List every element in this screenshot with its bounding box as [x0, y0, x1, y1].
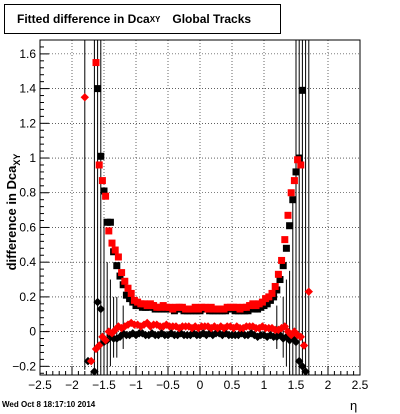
series-0-point: [94, 85, 102, 93]
y-tick-label: 1: [29, 151, 36, 165]
series-3-point: [203, 322, 213, 331]
series-1-point: [108, 239, 116, 247]
series-1-point: [274, 270, 282, 278]
y-tick-label: 0.8: [19, 186, 36, 200]
x-tick-label: −1.5: [92, 378, 116, 392]
series-2-point: [96, 304, 105, 314]
series-0-point: [100, 187, 108, 195]
y-tick-label: 0.2: [19, 290, 36, 304]
series-3-point: [299, 341, 309, 350]
x-tick-label: −2: [65, 378, 79, 392]
y-axis-label-sub: XY: [12, 154, 22, 166]
y-axis-label: difference in DcaXY: [4, 154, 22, 271]
series-1-point: [284, 211, 292, 219]
series-0-point: [289, 196, 297, 204]
series-3-point: [280, 322, 289, 331]
series-0-point: [286, 222, 294, 230]
series-2-point: [243, 330, 253, 340]
series-2-point: [301, 367, 310, 376]
series-0-point: [113, 262, 121, 270]
series-1-point: [92, 59, 100, 67]
series-2-point: [295, 356, 304, 366]
series-1-point: [121, 277, 129, 285]
series-1-point: [124, 284, 132, 292]
series-3-point: [101, 336, 110, 345]
series-1-point: [95, 161, 103, 169]
timestamp: Wed Oct 8 18:17:10 2014: [2, 400, 96, 409]
data-marks: [80, 59, 313, 376]
series-2-point: [298, 362, 307, 371]
x-tick-label: 2: [325, 378, 332, 392]
x-tick-label: 0: [197, 378, 204, 392]
series-1-point: [268, 289, 276, 297]
series-1-point: [102, 192, 110, 200]
series-3-point: [171, 322, 181, 331]
series-1-point: [105, 227, 113, 235]
y-tick-label: 1.2: [19, 116, 36, 130]
x-axis-label: η: [350, 398, 358, 413]
y-tick-label: −0.2: [12, 359, 36, 373]
series-1-point: [281, 236, 289, 244]
series-0-point: [292, 168, 300, 176]
title-rest: Global Tracks: [172, 12, 252, 26]
series-0-point: [282, 244, 290, 252]
x-tick-label: −1: [129, 378, 143, 392]
series-0-point: [97, 152, 105, 160]
y-tick-label: 1.4: [19, 82, 36, 96]
x-tick-label: −0.5: [156, 378, 180, 392]
series-3-point: [95, 341, 104, 350]
x-tick-label: 1.5: [288, 378, 305, 392]
y-tick-label: 0.6: [19, 220, 36, 234]
series-1-point: [290, 177, 298, 185]
x-tick-label: −2.5: [28, 378, 52, 392]
title-box: Fitted difference in Dca XY Global Tracks: [4, 4, 281, 34]
x-tick-label: 0.5: [224, 378, 241, 392]
series-1-point: [278, 256, 286, 264]
series-0-point: [298, 86, 306, 94]
x-tick-label: 2.5: [352, 378, 369, 392]
series-3-point: [80, 93, 89, 102]
series-2-point: [163, 330, 173, 340]
series-0-point: [276, 276, 284, 284]
series-3-point: [87, 356, 96, 366]
series-1-point: [98, 177, 106, 185]
axes: −2.5 −2 −1.5 −1 −0.5 0 0.5 1 1.5 2 2.5 −0.2 0 0.2 0.4 0…: [12, 39, 369, 392]
title-main: Fitted difference in Dca: [17, 12, 150, 26]
series-1-point: [127, 289, 135, 297]
x-tick-label: 1: [261, 378, 268, 392]
series-2-point: [90, 367, 99, 376]
y-tick-label: 0.4: [19, 255, 36, 269]
series-1-point: [287, 189, 295, 197]
series-2-point: [195, 330, 205, 340]
series-1-point: [294, 156, 302, 164]
y-tick-label: 0: [29, 325, 36, 339]
series-0-point: [279, 262, 287, 270]
title-sub: XY: [149, 14, 161, 24]
series-0-point: [106, 218, 114, 226]
series-1-point: [114, 253, 122, 261]
y-axis-label-main: difference in Dca: [4, 165, 19, 271]
series-1-point: [118, 269, 126, 277]
series-2-point: [93, 297, 102, 307]
y-tick-label: 1.6: [19, 47, 36, 61]
series-1-point: [271, 282, 279, 290]
series-1-point: [111, 246, 119, 254]
series-2-point: [291, 337, 301, 347]
series-2-point: [131, 330, 141, 340]
series-1-point: [297, 161, 305, 169]
series-3-point: [304, 287, 313, 296]
series-3-point: [296, 332, 305, 342]
